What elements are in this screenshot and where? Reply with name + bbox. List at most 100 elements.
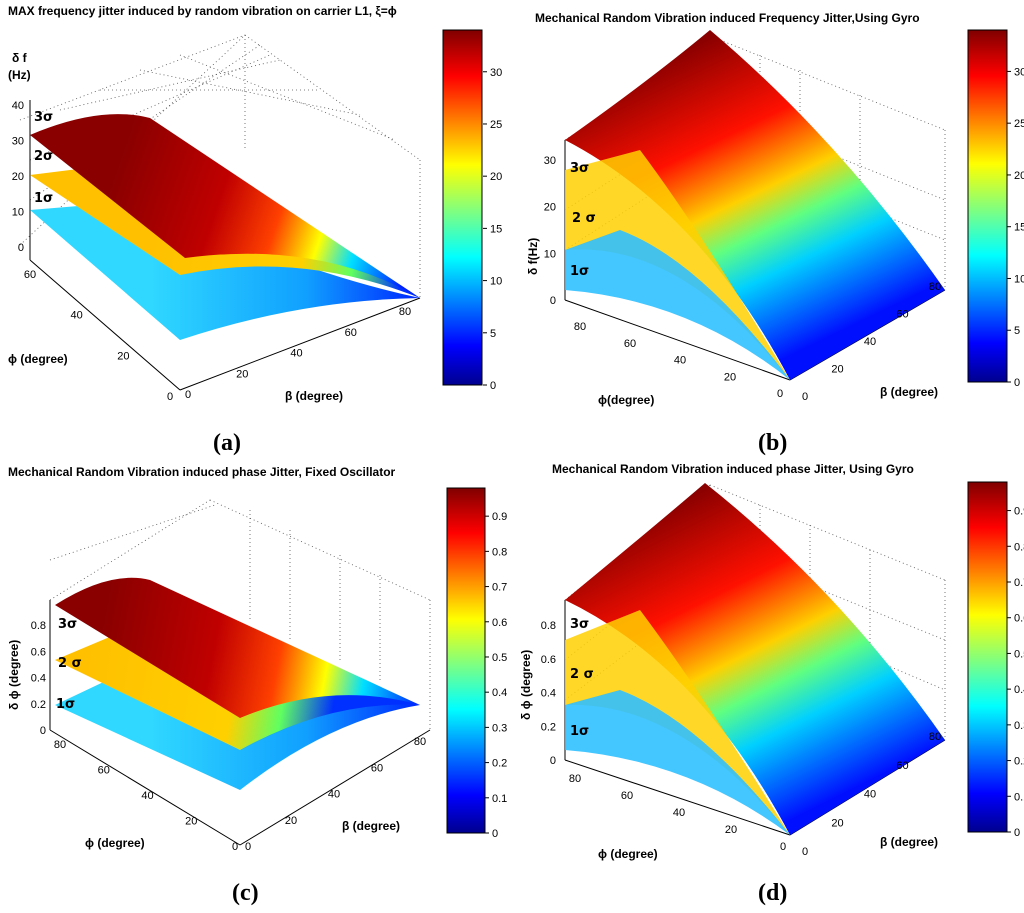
panel-a-x-tick: 60 [345, 327, 357, 339]
panel-d-y-tick: 80 [569, 773, 581, 785]
panel-d-sigma-2: 2 σ [570, 667, 594, 682]
panel-d-colorbar-tick-label: 0.8 [1014, 541, 1024, 553]
panel-c-y-axis [49, 729, 241, 846]
panel-c-zlabel: δ ϕ (degree) [7, 640, 21, 710]
panel-c-y-tick: 20 [185, 816, 197, 828]
panel-a-x-tick: 20 [236, 368, 248, 380]
panel-c-colorbar-tick-label: 0.9 [492, 511, 507, 523]
panel-b-title: Mechanical Random Vibration induced Freq… [535, 11, 920, 25]
panel-d-z-tick: 0.8 [541, 620, 556, 632]
panel-c-z-tick: 0.2 [31, 699, 46, 711]
panel-d-x-tick: 20 [831, 817, 843, 829]
panel-b-x-tick: 20 [831, 364, 843, 376]
panel-a-colorbar-tick-label: 25 [490, 119, 502, 131]
panel-d-x-tick: 60 [896, 760, 908, 772]
panel-b-z-tick: 10 [544, 248, 556, 260]
panel-b-y-tick: 40 [674, 355, 686, 367]
panel-c-colorbar-tick-label: 0.4 [492, 687, 507, 699]
panel-c-x-axis [239, 729, 431, 846]
panel-c-y-tick: 80 [54, 739, 66, 751]
panel-b-colorbar [967, 29, 1008, 383]
panel-a-sigma-3: 3σ [34, 110, 53, 125]
panel-a-zlabel-1: δ f [12, 51, 28, 65]
panel-c-ylabel: ϕ (degree) [85, 836, 145, 850]
panel-a-colorbar-tick-label: 10 [490, 276, 502, 288]
panel-c-sigma-3: 3σ [58, 617, 77, 632]
panel-c-y-tick: 60 [98, 765, 110, 777]
panel-d-title: Mechanical Random Vibration induced phas… [552, 462, 914, 476]
panel-a-y-tick: 20 [117, 350, 129, 362]
panel-d-colorbar-tick-label: 0.5 [1014, 648, 1024, 660]
panel-b-colorbar-ticks: 0 5 10 15 20 25 30 [1007, 66, 1024, 389]
panel-d-colorbar-ticks: 0 0.1 0.2 0.3 0.4 0.5 0.6 0.7 0.8 0.9 [1007, 506, 1024, 839]
panel-a-colorbar-tick-label: 30 [490, 67, 502, 79]
panel-a-z-tick: 40 [12, 100, 24, 112]
panel-b-x-tick: 80 [929, 281, 941, 293]
panel-b-surface-1sigma [565, 230, 790, 380]
panel-c-colorbar-tick-label: 0.2 [492, 758, 507, 770]
panel-c-z-tick: 0.4 [31, 673, 46, 685]
panel-c-colorbar [446, 487, 486, 834]
panel-a-ylabel: ϕ (degree) [8, 352, 68, 366]
panel-c-z-tick: 0 [40, 725, 46, 737]
panel-a-x-tick: 80 [399, 306, 411, 318]
panel-b-z-tick: 0 [550, 295, 556, 307]
panel-c-sigma-1: 1σ [56, 697, 75, 712]
panel-b-sigma-2: 2 σ [572, 211, 596, 226]
panel-c-z-tick: 0.6 [31, 646, 46, 658]
panel-a-sigma-1: 1σ [34, 191, 53, 206]
panel-a-colorbar-tick-label: 15 [490, 223, 502, 235]
panel-b-colorbar-tick-label: 0 [1014, 377, 1020, 389]
panel-c-x-tick: 60 [371, 762, 383, 774]
panel-a-colorbar-ticks: 0 5 10 15 20 25 30 [483, 67, 502, 392]
panel-b-y-tick: 80 [574, 321, 586, 333]
panel-c-colorbar-tick-label: 0.3 [492, 722, 507, 734]
panel-d-colorbar-tick-label: 0.9 [1014, 506, 1024, 518]
panel-b-x-tick: 0 [802, 391, 808, 403]
panel-d-letter: (d) [758, 880, 787, 906]
panel-a-z-tick: 20 [12, 171, 24, 183]
panel-d-sigma-3: 3σ [570, 617, 589, 632]
panel-c-grid [49, 499, 431, 730]
panel-c-colorbar-ticks: 0 0.1 0.2 0.3 0.4 0.5 0.6 0.7 0.8 0.9 [485, 511, 507, 840]
panel-c: Mechanical Random Vibration induced phas… [7, 465, 507, 906]
panel-a-y-axis [29, 259, 181, 391]
panel-d-colorbar-tick-label: 0.1 [1014, 791, 1024, 803]
panel-d: Mechanical Random Vibration induced phas… [519, 462, 1024, 906]
panel-b-sigma-3: 3σ [570, 161, 589, 176]
panel-c-y-tick: 40 [141, 790, 153, 802]
panel-d-surface-1sigma [565, 690, 790, 835]
panel-d-colorbar-tick-label: 0.7 [1014, 577, 1024, 589]
panel-d-y-tick: 40 [673, 807, 685, 819]
panel-c-colorbar-tick-label: 0.5 [492, 652, 507, 664]
panel-a-y-tick: 40 [71, 310, 83, 322]
panel-b-surface-3sigma [565, 30, 945, 380]
panel-c-x-tick: 20 [285, 815, 297, 827]
panel-a-zlabel-2: (Hz) [8, 68, 31, 82]
panel-c-surface-3sigma [55, 577, 420, 718]
panel-a-z-tick: 0 [18, 242, 24, 254]
panel-d-z-tick: 0.4 [541, 688, 556, 700]
panel-d-colorbar [967, 481, 1008, 833]
panel-c-x-tick: 40 [328, 789, 340, 801]
panel-b-y-tick: 20 [724, 371, 736, 383]
panel-a-colorbar [442, 29, 483, 386]
panel-b-y-tick: 0 [777, 388, 783, 400]
panel-c-colorbar-tick-label: 0.8 [492, 546, 507, 558]
panel-c-sigma-2: 2 σ [58, 656, 82, 671]
panel-d-x-tick: 40 [864, 789, 876, 801]
panel-b-x-tick: 60 [896, 309, 908, 321]
panel-a-z-tick: 30 [12, 136, 24, 148]
panel-a-colorbar-tick-label: 0 [490, 380, 496, 392]
panel-d-zlabel: δ ϕ (degree) [519, 650, 533, 720]
panel-d-ylabel: ϕ (degree) [598, 847, 658, 861]
panel-c-x-tick: 0 [245, 841, 251, 853]
panel-b-colorbar-tick-label: 20 [1014, 170, 1024, 182]
panel-b-xlabel: β (degree) [880, 385, 938, 399]
panel-d-y-axis [564, 759, 791, 836]
panel-c-colorbar-tick-label: 0 [492, 828, 498, 840]
panel-a-x-tick: 40 [290, 348, 302, 360]
panel-c-colorbar-tick-label: 0.6 [492, 617, 507, 629]
